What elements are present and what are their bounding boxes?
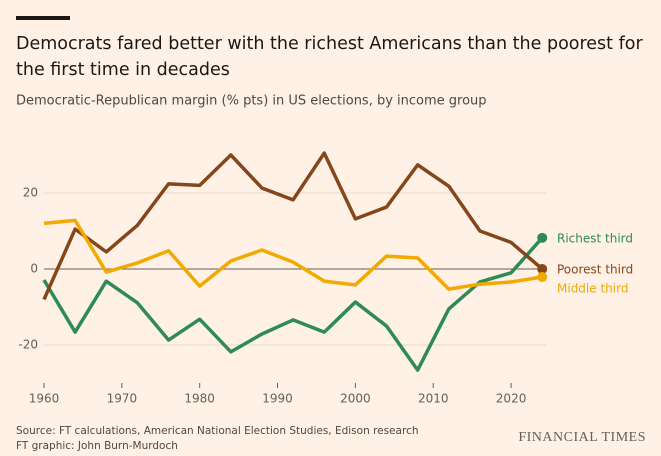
x-tick-label: 1960 — [29, 392, 60, 406]
series-line — [42, 151, 544, 301]
x-tick-label: 1970 — [107, 392, 138, 406]
y-tick-label: -20 — [18, 338, 38, 352]
x-tick-label: 1980 — [184, 392, 215, 406]
source: Source: FT calculations, American Nation… — [16, 425, 419, 437]
brand: FINANCIAL TIMES — [518, 430, 646, 445]
y-tick-label: 0 — [30, 262, 38, 276]
brand-bar — [16, 16, 70, 20]
credit: FT graphic: John Burn-Murdoch — [16, 440, 178, 452]
x-tick-label: 2020 — [496, 392, 527, 406]
end-dot — [537, 232, 548, 243]
legend-label: Richest third — [557, 231, 633, 245]
x-tick-label: 1990 — [262, 392, 293, 406]
y-tick-label: 20 — [23, 186, 38, 200]
x-tick-label: 2010 — [418, 392, 449, 406]
chart-title: Democrats fared better with the richest … — [16, 34, 643, 80]
legend-label: Middle third — [557, 282, 628, 296]
chart-subtitle: Democratic-Republican margin (% pts) in … — [16, 94, 487, 109]
end-dot — [537, 271, 548, 282]
end-dot — [537, 264, 548, 274]
legend-label: Poorest third — [557, 263, 633, 277]
series-line — [43, 218, 543, 291]
x-tick-label: 2000 — [340, 392, 371, 406]
series-line — [42, 236, 544, 372]
